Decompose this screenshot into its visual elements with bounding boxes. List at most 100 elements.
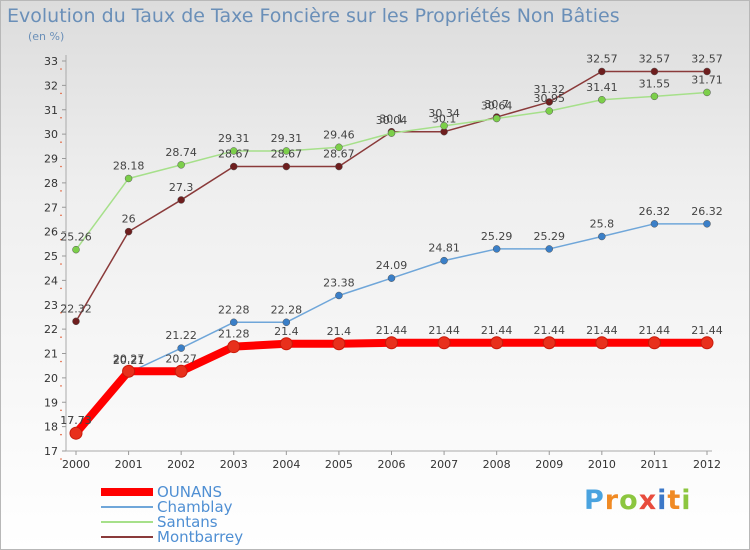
x-tick-label: 2003: [220, 458, 248, 471]
x-tick-label: 2009: [535, 458, 563, 471]
data-point-montbarrey: [598, 67, 606, 76]
data-label-chamblay: 22.28: [271, 303, 303, 316]
data-label-santans: 31.55: [639, 77, 671, 90]
data-point-montbarrey: [72, 317, 80, 326]
data-point-ounans: [437, 336, 451, 350]
x-tick-label: 2008: [483, 458, 511, 471]
data-label-santans: 31.41: [586, 81, 618, 94]
data-label-ounans: 21.44: [534, 324, 566, 337]
x-tick-label: 2002: [167, 458, 195, 471]
data-label-ounans: 21.44: [481, 324, 513, 337]
y-tick-label: 33: [44, 55, 58, 68]
data-point-montbarrey: [177, 196, 185, 204]
data-label-santans: 31.71: [691, 73, 723, 86]
data-label-santans: 28.74: [165, 146, 197, 159]
legend-label: OUNANS: [157, 483, 223, 501]
x-tick-label: 2007: [430, 458, 458, 471]
data-point-montbarrey: [124, 227, 133, 236]
data-point-chamblay: [177, 344, 185, 352]
data-point-santans: [545, 107, 553, 115]
data-label-montbarrey: 30.1: [432, 113, 457, 126]
y-tick-label: 19: [44, 396, 58, 409]
data-point-santans: [387, 129, 396, 137]
data-label-ounans: 21.4: [327, 325, 352, 338]
data-point-chamblay: [598, 232, 606, 241]
data-label-chamblay: 17.73: [60, 414, 92, 427]
data-label-santans: 29.31: [271, 132, 303, 145]
data-point-santans: [72, 245, 80, 254]
data-label-chamblay: 25.29: [481, 230, 513, 243]
y-minor-dot: [60, 433, 62, 436]
data-point-santans: [282, 147, 291, 155]
y-minor-dot: [60, 165, 62, 168]
data-label-santans: 28.18: [113, 159, 145, 172]
y-minor-dot: [60, 336, 62, 338]
y-tick-label: 30: [44, 128, 58, 141]
y-tick-label: 21: [44, 348, 58, 361]
y-minor-dot: [60, 458, 62, 460]
data-label-santans: 29.31: [218, 132, 250, 145]
data-label-montbarrey: 31.32: [534, 83, 566, 96]
data-point-santans: [598, 96, 606, 104]
legend-swatch: [101, 536, 153, 538]
x-tick-label: 2010: [588, 458, 616, 471]
data-label-montbarrey: 30.7: [484, 98, 509, 111]
data-label-chamblay: 26.32: [691, 205, 723, 218]
data-label-santans: 30.95: [534, 92, 566, 105]
y-tick-label: 24: [44, 274, 58, 287]
chart-subtitle: (en %): [28, 30, 65, 43]
y-tick-label: 32: [44, 79, 58, 92]
y-tick-label: 23: [44, 299, 58, 312]
y-tick-label: 18: [44, 421, 58, 434]
logo-letter: i: [657, 485, 668, 516]
data-point-ounans: [279, 337, 293, 351]
y-tick-label: 29: [44, 153, 58, 166]
data-point-ounans: [227, 340, 241, 354]
data-point-montbarrey: [335, 162, 343, 171]
logo-letter: P: [584, 485, 605, 516]
data-point-montbarrey: [230, 162, 238, 171]
y-minor-dot: [60, 360, 62, 363]
logo-letter: r: [604, 485, 620, 516]
data-point-santans: [335, 143, 343, 152]
data-point-chamblay: [650, 220, 659, 228]
data-point-santans: [440, 122, 448, 130]
y-tick-label: 22: [44, 323, 58, 336]
data-point-montbarrey: [703, 67, 711, 76]
data-label-montbarrey: 22.32: [60, 302, 92, 315]
data-label-santans: 30.64: [481, 100, 513, 113]
data-label-ounans: 17.73: [60, 414, 92, 427]
x-tick-label: 2005: [325, 458, 353, 471]
x-tick-label: 2006: [378, 458, 406, 471]
y-tick-label: 25: [44, 250, 58, 263]
data-point-santans: [492, 114, 501, 123]
y-minor-dot: [60, 116, 62, 119]
data-point-ounans: [542, 336, 556, 350]
proxiti-logo: Proxiti: [584, 485, 692, 516]
chart-title: Evolution du Taux de Taxe Foncière sur l…: [7, 5, 620, 27]
data-label-montbarrey: 28.67: [323, 148, 355, 161]
data-label-ounans: 21.4: [274, 325, 299, 338]
legend-label: Chamblay: [157, 498, 233, 516]
data-label-ounans: 21.28: [218, 328, 250, 341]
data-point-ounans: [700, 336, 714, 350]
data-label-chamblay: 23.38: [323, 276, 355, 289]
data-point-chamblay: [230, 318, 238, 327]
data-label-chamblay: 25.29: [534, 230, 566, 243]
y-minor-dot: [60, 214, 62, 217]
data-label-montbarrey: 26: [122, 213, 136, 226]
data-label-chamblay: 25.8: [590, 218, 615, 231]
data-label-ounans: 20.27: [113, 352, 145, 365]
y-tick-label: 26: [44, 226, 58, 239]
data-label-chamblay: 24.81: [428, 242, 460, 255]
data-point-chamblay: [282, 318, 291, 327]
data-label-chamblay: 24.09: [376, 259, 408, 272]
legend-label: Santans: [157, 513, 218, 531]
data-label-ounans: 21.44: [639, 324, 671, 337]
y-minor-dot: [60, 263, 62, 265]
data-point-santans: [703, 88, 711, 97]
x-tick-label: 2001: [115, 458, 143, 471]
data-point-santans: [124, 174, 133, 183]
